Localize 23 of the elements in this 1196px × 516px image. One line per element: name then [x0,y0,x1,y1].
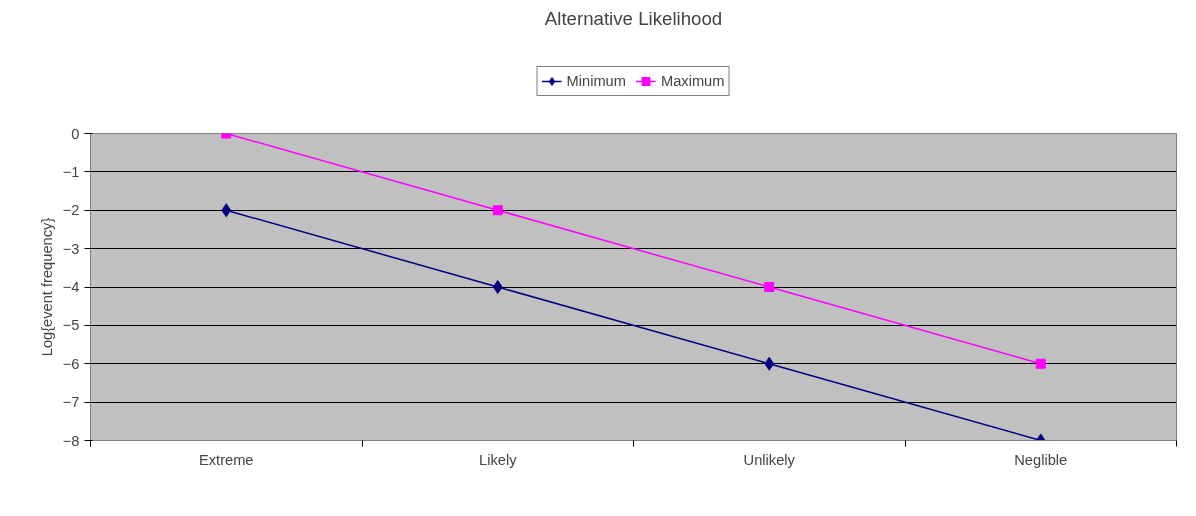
x-tick-label: Neglible [1014,451,1068,468]
legend-label: Maximum [660,72,725,89]
point [221,203,232,218]
chart-title: Alternative Likelihood [544,7,723,29]
y-tick-label: −1 [62,163,80,180]
y-tick-label: −4 [62,279,80,295]
y-tick-label: −2 [62,202,80,219]
y-tick-label: −5 [62,317,80,334]
y-axis-title: Log{event frequency} [38,217,55,357]
point [764,356,775,371]
y-tick-label: 0 [71,125,80,142]
point [492,280,503,294]
point [764,282,775,292]
point [492,205,503,216]
x-tick-label: Likely [479,451,518,468]
legend-label: Minimum [566,72,626,89]
x-tick-label: Unlikely [743,451,796,468]
x-tick-label: Extreme [198,451,254,468]
y-tick-label: −6 [62,355,80,372]
point [1035,358,1046,369]
y-tick-label: −8 [62,432,80,449]
y-tick-label: −7 [62,394,80,411]
y-tick-label: −3 [62,240,80,257]
